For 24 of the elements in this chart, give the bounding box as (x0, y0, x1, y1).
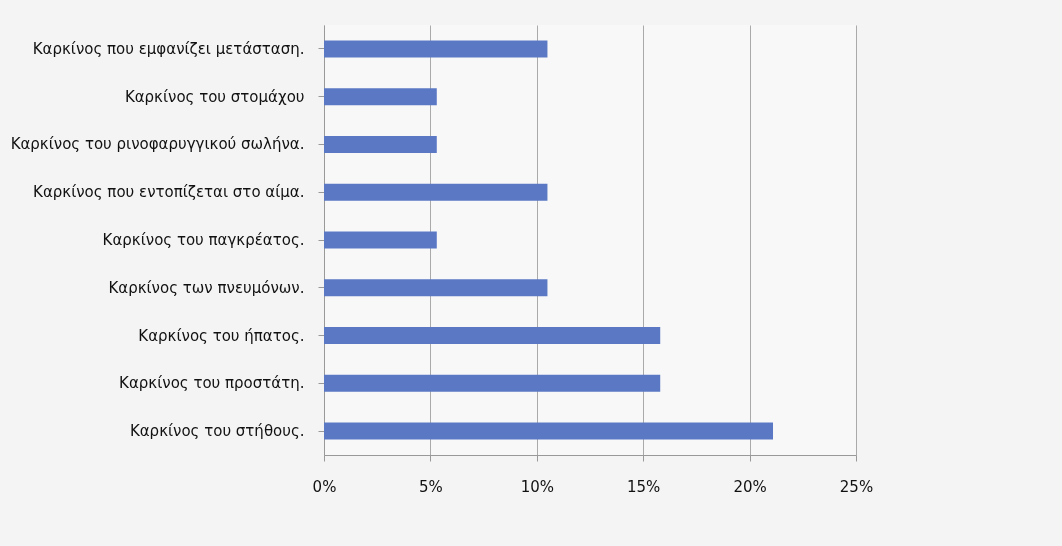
y-tick-label: Καρκίνος του ήπατος. (138, 326, 305, 345)
x-tick-label: 5% (419, 477, 443, 496)
x-tick-label: 0% (312, 477, 337, 496)
bar (324, 374, 661, 392)
bar (324, 88, 437, 106)
y-tick-label: Καρκίνος του στομάχου (124, 87, 305, 106)
bar (324, 40, 548, 58)
bar (324, 422, 774, 440)
y-tick-label: Καρκίνος του ρινοφαρυγγικού σωλήνα. (10, 135, 305, 154)
bar (324, 279, 548, 297)
bar (324, 135, 437, 153)
y-tick-label: Καρκίνος του παγκρέατος. (102, 231, 305, 249)
bar (324, 231, 437, 249)
y-tick-label: Καρκίνος του προστάτη. (119, 374, 305, 393)
y-tick-label: Καρκίνος του στήθους. (129, 422, 305, 441)
bar (324, 327, 661, 345)
y-tick-label: Καρκίνος των πνευμόνων. (108, 278, 305, 297)
x-tick-label: 25% (839, 477, 874, 496)
bar (324, 183, 548, 201)
x-tick-label: 10% (520, 477, 554, 496)
x-tick-label: 15% (627, 477, 661, 496)
y-tick-label: Καρκίνος που εμφανίζει μετάσταση. (32, 39, 305, 58)
y-tick-label: Καρκίνος που εντοπίζεται στο αίμα. (33, 183, 305, 202)
x-tick-label: 20% (733, 477, 767, 496)
